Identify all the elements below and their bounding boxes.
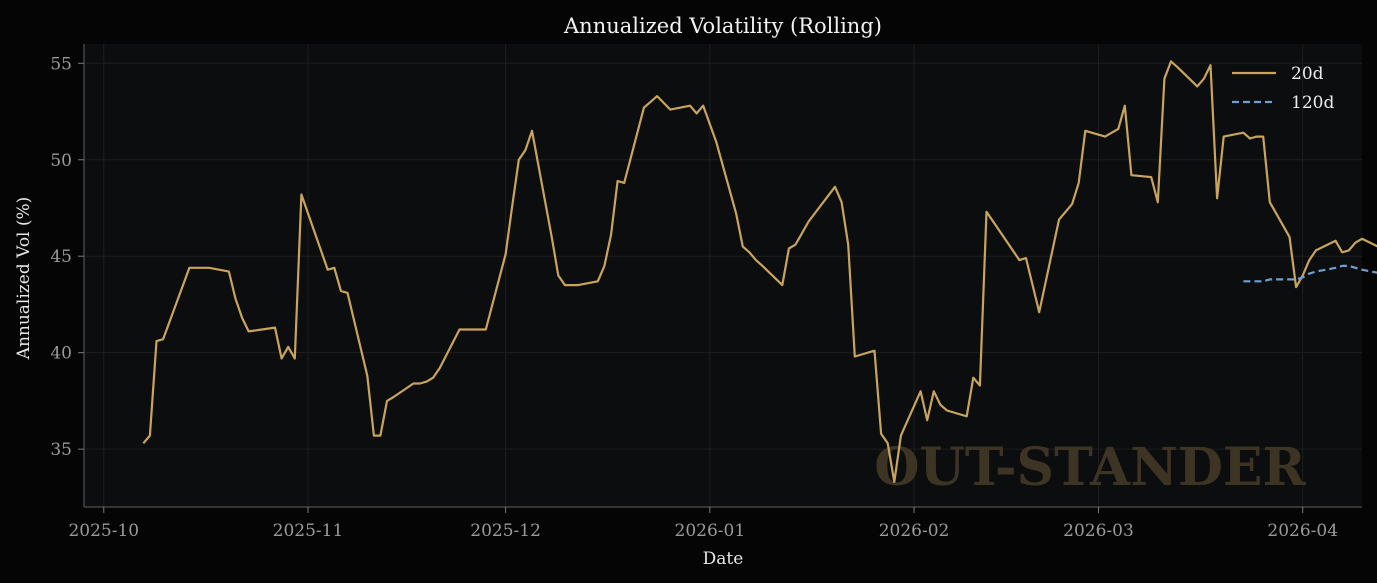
series-layer <box>142 60 1377 483</box>
y-axis-label: Annualized Vol (%) <box>14 197 34 361</box>
y-tick-label: 55 <box>50 54 72 74</box>
legend-label-120d: 120d <box>1291 93 1334 113</box>
axes <box>83 44 1362 508</box>
x-tick-label: 2026-03 <box>1063 521 1134 541</box>
x-axis-label: Date <box>703 549 744 569</box>
y-tick-label: 35 <box>50 440 72 460</box>
y-axis: 35 40 45 50 55 <box>50 54 84 460</box>
x-tick-label: 2025-11 <box>273 521 344 541</box>
series-line-20d <box>142 60 1377 483</box>
series-line-120d <box>1243 264 1377 283</box>
x-axis: 2025-10 2025-11 2025-12 2026-01 2026-02 2026-… <box>68 507 1338 541</box>
x-tick-label: 2026-02 <box>879 521 950 541</box>
y-tick-label: 45 <box>50 247 72 267</box>
y-tick-label: 40 <box>50 344 72 364</box>
legend-label-20d: 20d <box>1291 64 1324 84</box>
y-tick-label: 50 <box>50 151 72 171</box>
x-tick-label: 2025-10 <box>68 521 139 541</box>
watermark-text: OUT-STANDER <box>874 437 1306 498</box>
x-tick-label: 2026-04 <box>1267 521 1338 541</box>
x-tick-label: 2026-01 <box>675 521 746 541</box>
legend: 20d 120d <box>1232 64 1334 113</box>
x-tick-label: 2025-12 <box>470 521 541 541</box>
plot-area <box>84 44 1362 507</box>
chart-title: Annualized Volatility (Rolling) <box>563 14 882 38</box>
